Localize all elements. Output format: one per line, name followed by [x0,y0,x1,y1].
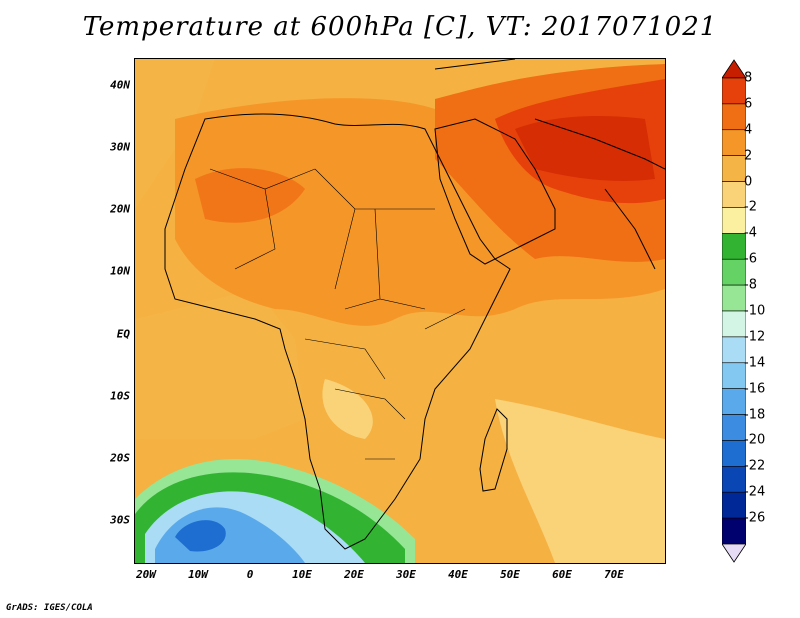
shade-hot-core [515,116,655,181]
africa-outline [164,113,511,550]
lon-label: 70E [604,568,624,581]
lon-label: 20W [136,568,156,581]
temperature-map [134,58,666,564]
colorbar-top-arrow [722,59,746,79]
colorbar-label: -18 [744,407,766,423]
colorbar-swatch [722,491,746,519]
lat-label: 30S [110,513,130,527]
country-borders [209,168,466,460]
colorbar-label: 0 [744,174,753,190]
colorbar-label: -10 [744,303,766,319]
colorbar-swatch [722,336,746,364]
lon-label: 20E [344,568,364,581]
lat-label: 10N [110,264,130,278]
colorbar-swatch [722,362,746,389]
lon-label: 60E [552,568,572,581]
lat-label: 20S [110,451,130,465]
colorbar-label: -14 [744,355,766,371]
colorbar-label: -26 [744,510,766,526]
credit-text: GrADS: IGES/COLA [6,603,93,613]
colorbar-swatch [722,103,746,131]
colorbar-label: 6 [744,96,753,112]
colorbar-label: -16 [744,381,766,397]
shade-0-2 [135,59,305,439]
colorbar-swatch [722,310,746,338]
lat-label: 40N [110,78,130,92]
colorbar-swatch [722,207,746,234]
lon-label: 50E [500,568,520,581]
colorbar-swatch [722,258,746,286]
colorbar-swatch [722,414,746,441]
lon-label: 30E [396,568,416,581]
arabia-outline [434,118,556,265]
colorbar-swatch [722,155,746,182]
colorbar [722,59,746,563]
lat-label: 20N [110,202,130,216]
colorbar-bottom-arrow [722,543,746,563]
shade-cold-core [175,520,226,552]
colorbar-label: -4 [744,225,757,241]
shade-sahara [195,168,305,223]
colorbar-label: -20 [744,432,766,448]
colorbar-swatch [722,388,746,415]
chart-title: Temperature at 600hPa [C], VT: 201707102… [82,12,718,42]
lat-label: EQ [116,327,130,341]
colorbar-label: -22 [744,458,766,474]
colorbar-swatch [722,284,746,312]
colorbar-label: 4 [744,122,753,138]
lon-label: 10E [292,568,312,581]
lon-label: 40E [448,568,468,581]
colorbar-swatch [722,440,746,467]
colorbar-swatch [722,77,746,105]
colorbar-label: 2 [744,148,753,164]
lat-label: 30N [110,140,130,154]
colorbar-swatch [722,517,746,545]
madagascar-outline [479,408,508,492]
asia-outline [434,59,665,270]
colorbar-label: 8 [744,70,753,86]
lon-label: 0 [246,568,254,581]
colorbar-swatch [722,129,746,156]
colorbar-swatch [722,233,746,260]
colorbar-swatch [722,466,746,493]
colorbar-label: -2 [744,199,757,215]
colorbar-label: -24 [744,484,766,500]
colorbar-label: -6 [744,251,757,267]
colorbar-label: -8 [744,277,757,293]
colorbar-label: -12 [744,329,766,345]
lon-label: 10W [188,568,208,581]
lat-label: 10S [110,389,130,403]
map-canvas [135,59,665,563]
shade-pale [322,379,665,563]
colorbar-swatch [722,181,746,208]
